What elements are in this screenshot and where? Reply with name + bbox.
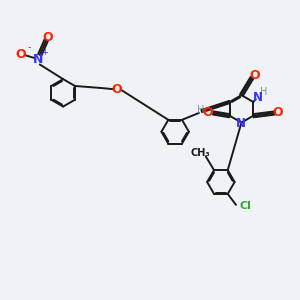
Text: O: O <box>15 48 26 61</box>
Text: O: O <box>203 106 213 119</box>
Text: -: - <box>27 42 31 52</box>
Text: CH₃: CH₃ <box>190 148 210 158</box>
Text: O: O <box>43 32 53 44</box>
Text: Cl: Cl <box>240 201 251 211</box>
Text: O: O <box>112 83 122 96</box>
Text: N: N <box>236 117 245 130</box>
Text: +: + <box>41 48 48 57</box>
Text: N: N <box>253 91 263 104</box>
Text: O: O <box>273 106 283 119</box>
Text: H: H <box>260 87 267 97</box>
Text: N: N <box>33 53 43 66</box>
Text: O: O <box>249 69 260 82</box>
Text: H: H <box>196 105 204 115</box>
